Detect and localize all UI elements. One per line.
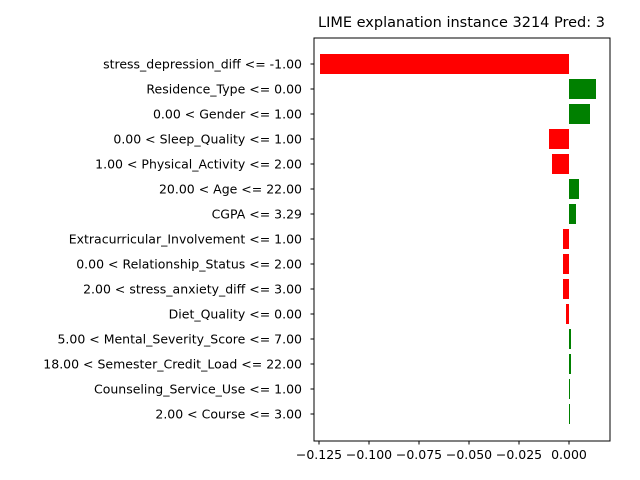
y-tick-labels: stress_depression_diff <= -1.00 Residence… [43,57,314,422]
y-tick-label: Residence_Type <= 0.00 [146,82,302,97]
bar [569,379,570,399]
bar [569,404,570,424]
bar [563,279,569,299]
bar [569,329,571,349]
x-tick-label: −0.075 [396,447,442,462]
bar [569,204,576,224]
chart-title: LIME explanation instance 3214 Pred: 3 [318,15,605,31]
y-tick-label: Extracurricular_Involvement <= 1.00 [69,232,302,247]
y-tick-label: stress_depression_diff <= -1.00 [103,57,302,72]
y-tick-label: Counseling_Service_Use <= 1.00 [94,382,302,397]
bar [320,54,569,74]
y-tick-label: 20.00 < Age <= 22.00 [159,182,302,197]
bar [566,304,569,324]
y-tick-label: 0.00 < Sleep_Quality <= 1.00 [113,132,302,147]
y-tick-label: 2.00 < stress_anxiety_diff <= 3.00 [83,282,302,297]
x-tick-label: −0.100 [346,447,392,462]
bar [552,154,569,174]
bar [569,79,596,99]
y-tick-label: 18.00 < Semester_Credit_Load <= 22.00 [43,357,302,372]
bar [549,129,569,149]
x-tick-label: −0.125 [296,447,342,462]
y-tick-label: 5.00 < Mental_Severity_Score <= 7.00 [57,332,302,347]
y-tick-label: Diet_Quality <= 0.00 [169,307,302,322]
bar [569,179,579,199]
y-tick-label: 1.00 < Physical_Activity <= 2.00 [95,157,302,172]
x-tick-labels: −0.125 −0.100 −0.075 −0.050 −0.025 0.000 [296,441,587,462]
x-tick-label: 0.000 [551,447,587,462]
bar [563,229,569,249]
bar [569,104,590,124]
plot-frame [313,37,611,442]
y-tick-label: 0.00 < Relationship_Status <= 2.00 [76,257,302,272]
bar [563,254,569,274]
bar [569,354,571,374]
x-tick-label: −0.025 [496,447,542,462]
y-tick-label: 0.00 < Gender <= 1.00 [153,107,302,122]
y-tick-label: CGPA <= 3.29 [212,207,302,222]
x-tick-label: −0.050 [446,447,492,462]
bars-group [320,54,596,424]
y-tick-label: 2.00 < Course <= 3.00 [155,407,302,422]
